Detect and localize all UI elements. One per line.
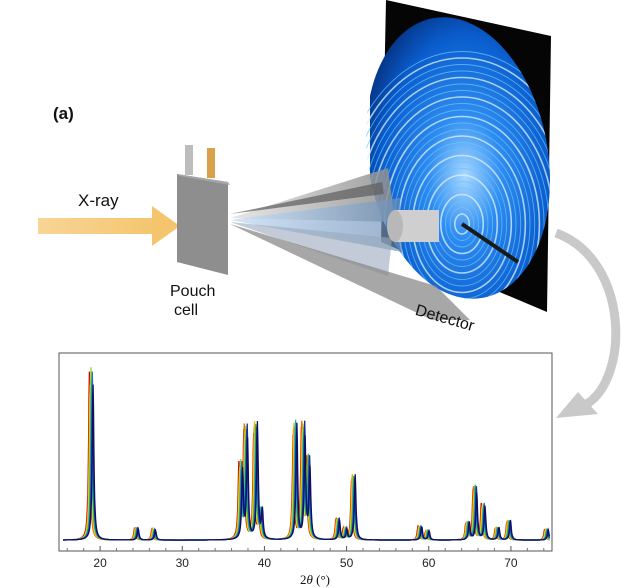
diffraction-ring bbox=[344, 51, 572, 314]
pouch-cell-label-line1: Pouch bbox=[170, 283, 216, 300]
xray-arrow bbox=[38, 206, 180, 246]
x-tick-label: 20 bbox=[93, 556, 107, 570]
x-tick-label: 60 bbox=[422, 556, 436, 570]
diffraction-ring bbox=[453, 213, 470, 235]
xray-label: X-ray bbox=[78, 191, 119, 210]
diffraction-ring bbox=[344, 57, 572, 314]
curved-arrow-head bbox=[556, 392, 598, 418]
x-tick-label: 50 bbox=[339, 556, 354, 570]
x-axis-title-base: 2 bbox=[300, 572, 307, 587]
diffraction-ring bbox=[444, 200, 480, 248]
diffraction-ring bbox=[439, 193, 485, 255]
detector-tube bbox=[387, 210, 439, 242]
x-tick-label: 30 bbox=[175, 556, 189, 570]
pouch-cell-label: Pouch cell bbox=[170, 282, 215, 320]
beam-stop-rod bbox=[460, 222, 520, 264]
x-tick-label: 40 bbox=[257, 556, 272, 570]
xrd-series-line bbox=[63, 384, 551, 541]
curved-arrow bbox=[554, 228, 621, 409]
x-axis-title-var: θ bbox=[306, 572, 313, 587]
pouch-cell-label-line2: cell bbox=[174, 302, 199, 319]
pouch-cell bbox=[177, 145, 230, 275]
x-axis-title: 2θ (°) bbox=[300, 572, 330, 588]
x-tick-label: 70 bbox=[504, 556, 518, 570]
panel-label: (a) bbox=[53, 104, 74, 123]
diffraction-cone bbox=[230, 168, 470, 320]
x-axis-title-unit: (°) bbox=[312, 572, 330, 587]
diffraction-ring bbox=[449, 207, 475, 241]
x-axis-ticks bbox=[66, 546, 545, 551]
xrd-pattern-series bbox=[62, 367, 551, 541]
